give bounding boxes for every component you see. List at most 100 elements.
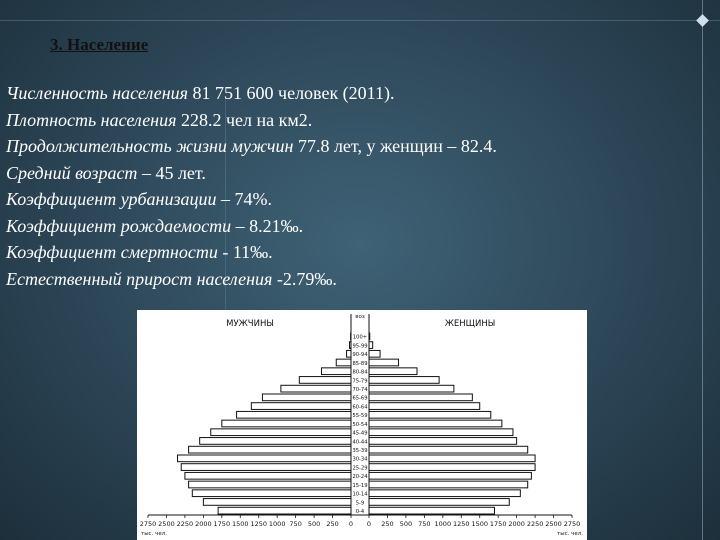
age-tick-label: 25-29 bbox=[352, 465, 367, 471]
fact-label: Коэффициент рождаемости bbox=[6, 215, 232, 236]
bar-male bbox=[320, 367, 352, 376]
fact-life-expectancy: Продолжительность жизни мужчин 77.8 лет,… bbox=[6, 133, 497, 160]
age-tick-label: 15-19 bbox=[352, 483, 367, 489]
facts-list: Численность населения 81 751 600 человек… bbox=[6, 80, 497, 292]
bar-male bbox=[188, 445, 352, 454]
bar-male bbox=[202, 498, 352, 506]
bar-female bbox=[368, 471, 532, 480]
population-pyramid-chart: МУЖЧИНЫ ЖЕНЩИНЫ воз 0-4 5-9 10-14 15-19 20-24 25… bbox=[137, 310, 587, 540]
x-tick-label-right: 1000 bbox=[435, 520, 452, 528]
x-tick-label-right: 1250 bbox=[453, 520, 470, 528]
x-tick-label-left: 250 bbox=[326, 520, 338, 528]
age-tick-label: 85-89 bbox=[352, 361, 367, 367]
x-tick-label-left: 2250 bbox=[177, 520, 194, 528]
bar-female bbox=[368, 506, 495, 515]
fact-value: 228.2 чел на км2. bbox=[176, 109, 313, 130]
bar-female bbox=[368, 384, 455, 393]
bar-male bbox=[191, 489, 352, 498]
x-tick-label-right: 2250 bbox=[527, 520, 544, 528]
fact-death-rate: Коэффициент смертности - 11‰. bbox=[6, 239, 497, 266]
age-tick-label: 100+ bbox=[353, 335, 367, 341]
fact-value: 81 751 600 человек (2011). bbox=[188, 83, 395, 103]
age-tick-label: 75-79 bbox=[352, 378, 367, 384]
bar-female bbox=[368, 428, 514, 437]
fact-natural-growth: Естественный прирост населения -2.79‰. bbox=[6, 266, 497, 293]
bar-female bbox=[368, 437, 518, 445]
age-tick-label: 20-24 bbox=[352, 474, 368, 480]
bar-female bbox=[368, 445, 529, 454]
bar-male bbox=[335, 358, 352, 367]
bar-female bbox=[368, 349, 381, 358]
bar-male bbox=[199, 437, 352, 445]
bar-male bbox=[261, 393, 352, 402]
x-tick-label-right: 2000 bbox=[508, 520, 525, 528]
bar-female bbox=[368, 480, 529, 489]
age-tick-label: 40-44 bbox=[352, 439, 368, 445]
bar-male bbox=[180, 463, 352, 471]
fact-population: Численность населения 81 751 600 человек… bbox=[6, 80, 497, 107]
x-tick-label-right: 1750 bbox=[490, 520, 507, 528]
bar-male bbox=[210, 428, 352, 437]
bar-male bbox=[298, 376, 352, 384]
age-tick-label: 45-49 bbox=[352, 431, 367, 437]
x-tick-label-left: 0 bbox=[349, 520, 353, 528]
fact-density: Плотность населения 228.2 чел на км2. bbox=[6, 107, 497, 134]
bar-female bbox=[368, 376, 440, 384]
bar-female bbox=[368, 332, 371, 341]
age-tick-label: 30-34 bbox=[352, 457, 368, 463]
age-tick-label: 60-64 bbox=[352, 404, 368, 410]
x-tick-label-left: 1250 bbox=[250, 520, 267, 528]
age-tick-label: 95-99 bbox=[352, 343, 367, 349]
left-series-label: МУЖЧИНЫ bbox=[226, 319, 274, 329]
age-tick-label: 55-59 bbox=[352, 413, 367, 419]
x-tick-label-right: 250 bbox=[381, 520, 393, 528]
fact-value: 77.8 лет, у женщин – 82.4. bbox=[293, 136, 497, 156]
age-axis-header: воз bbox=[355, 314, 365, 320]
bar-female bbox=[368, 410, 492, 419]
bar-female bbox=[368, 393, 473, 402]
age-tick-label: 65-69 bbox=[352, 396, 367, 402]
x-tick-label-right: 2500 bbox=[545, 520, 562, 528]
x-tick-label-left: 750 bbox=[289, 520, 301, 528]
slide-heading: 3. Население bbox=[50, 35, 149, 54]
x-tick-label-left: 1000 bbox=[269, 520, 286, 528]
age-tick-label: 0-4 bbox=[356, 509, 365, 515]
fact-value: – 74%. bbox=[216, 189, 272, 209]
x-tick-label-left: 2000 bbox=[195, 520, 212, 528]
bar-female bbox=[368, 358, 400, 367]
bar-male bbox=[188, 480, 352, 489]
frame-line-horizontal bbox=[0, 20, 720, 21]
age-tick-label: 35-39 bbox=[352, 448, 367, 454]
bar-male bbox=[250, 402, 352, 410]
fact-value: – 45 лет. bbox=[137, 162, 206, 183]
fact-label: Естественный прирост населения bbox=[6, 268, 273, 289]
bar-female bbox=[368, 419, 503, 428]
fact-median-age: Средний возраст – 45 лет. bbox=[6, 160, 497, 187]
x-tick-label-left: 1500 bbox=[232, 520, 249, 528]
fact-label: Плотность населения bbox=[6, 109, 177, 130]
age-tick-label: 50-54 bbox=[352, 422, 368, 428]
bar-female bbox=[368, 489, 521, 498]
x-tick-label-left: 2750 bbox=[140, 520, 157, 528]
x-tick-label-right: 750 bbox=[418, 520, 430, 528]
units-label: тыс. чел. bbox=[557, 531, 583, 537]
units-label: тыс. чел. bbox=[141, 531, 167, 537]
age-tick-label: 70-74 bbox=[352, 387, 368, 393]
bar-male bbox=[217, 506, 352, 515]
bar-male bbox=[177, 454, 352, 463]
population-pyramid-svg: МУЖЧИНЫ ЖЕНЩИНЫ воз 0-4 5-9 10-14 15-19 20-24 25… bbox=[140, 314, 583, 537]
bar-female bbox=[368, 463, 536, 471]
bar-female bbox=[368, 367, 418, 376]
age-tick-label: 5-9 bbox=[356, 500, 364, 506]
fact-value: – 8.21‰. bbox=[231, 215, 304, 236]
bar-male bbox=[346, 349, 352, 358]
bar-male bbox=[349, 341, 352, 349]
x-tick-label-left: 1750 bbox=[214, 520, 231, 528]
bar-female bbox=[368, 341, 374, 349]
bar-female bbox=[368, 498, 510, 506]
age-tick-label: 10-14 bbox=[352, 492, 368, 498]
x-tick-label-right: 2750 bbox=[564, 520, 581, 528]
fact-value: -2.79‰. bbox=[272, 268, 337, 289]
fact-label: Коэффициент урбанизации bbox=[6, 189, 217, 209]
fact-label: Коэффициент смертности bbox=[6, 242, 218, 262]
